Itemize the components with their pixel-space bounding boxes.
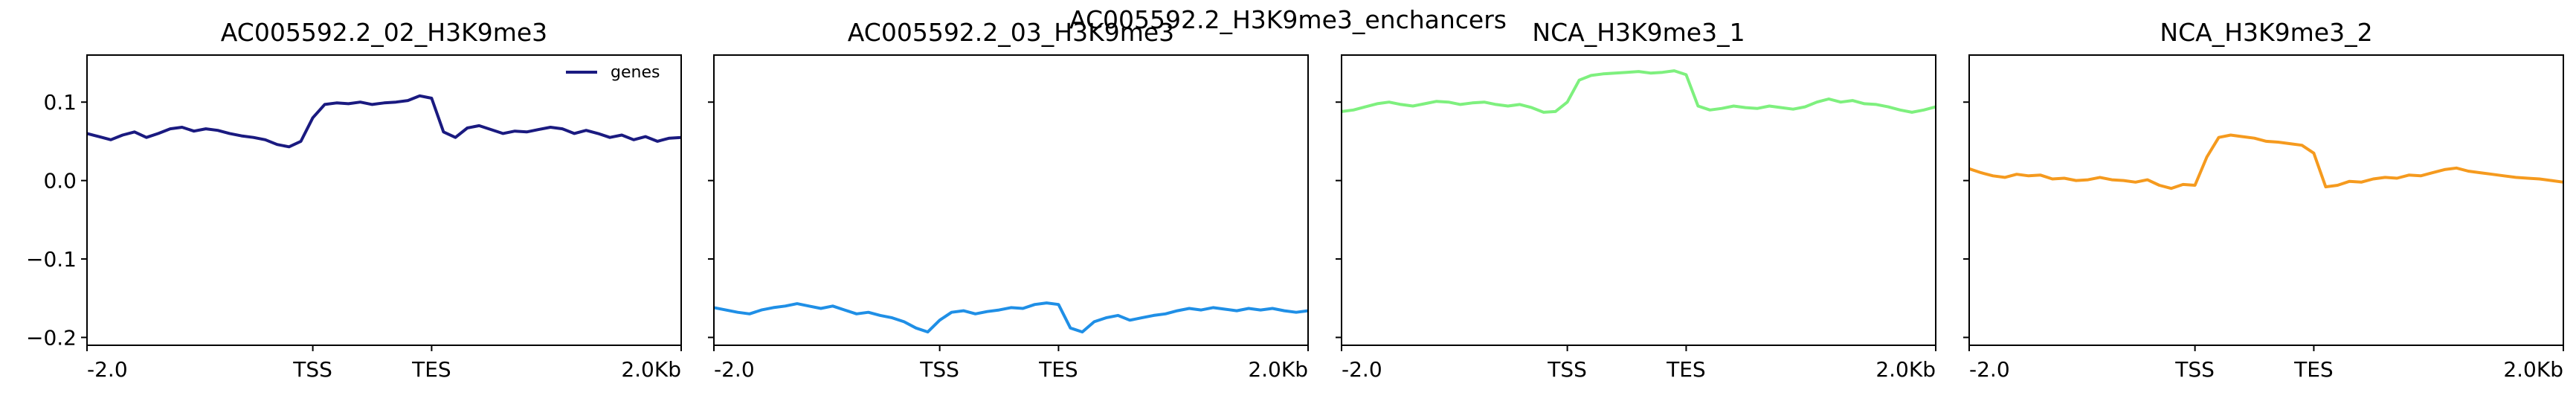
x-tick-label: TSS: [292, 357, 332, 382]
x-tick-label: 2.0Kb: [1248, 357, 1308, 382]
panel-title: NCA_H3K9me3_1: [1532, 18, 1745, 47]
axes-frame: [86, 54, 682, 346]
x-tick-label: TSS: [919, 357, 959, 382]
x-tick-label: 2.0Kb: [2503, 357, 2563, 382]
y-tick-label: 0.0: [43, 169, 77, 193]
panel-title: NCA_H3K9me3_2: [2160, 18, 2372, 47]
x-tick-label: TES: [1666, 357, 1706, 382]
axes-frame: [1341, 54, 1936, 346]
x-tick-label: TES: [2293, 357, 2334, 382]
series-line: [1968, 133, 2564, 190]
panel-title: AC005592.2_03_H3K9me3: [848, 18, 1174, 47]
x-tick-label: 2.0Kb: [621, 357, 681, 382]
panel-2: AC005592.2_03_H3K9me3 -2.0 TSS TES 2.0Kb: [708, 18, 1309, 382]
x-tick-label: -2.0: [1969, 357, 2010, 382]
figure-suptitle: AC005592.2_H3K9me3_enchancers: [1069, 5, 1507, 34]
legend-label: genes: [611, 63, 660, 82]
x-tick-label: 2.0Kb: [1875, 357, 1936, 382]
y-tick-label: −0.1: [26, 247, 77, 272]
x-tick-label: -2.0: [1342, 357, 1382, 382]
x-tick-label: -2.0: [87, 357, 128, 382]
y-tick-label: 0.1: [43, 90, 77, 115]
x-tick-label: TES: [1038, 357, 1078, 382]
panel-1: AC005592.2_02_H3K9me3 0.1 0.0 −0.1 −0.2 -2.0 T…: [26, 18, 682, 382]
panels: AC005592.2_02_H3K9me3 0.1 0.0 −0.1 −0.2 -2.0 T…: [26, 18, 2564, 382]
legend: genes: [566, 63, 660, 82]
x-tick-label: TSS: [2174, 357, 2215, 382]
panel-4: NCA_H3K9me3_2 -2.0 TSS TES 2.0Kb: [1963, 18, 2564, 382]
series-line: [86, 94, 682, 149]
x-tick-label: -2.0: [714, 357, 755, 382]
y-tick-label: −0.2: [26, 325, 77, 350]
axes-frame: [1968, 54, 2564, 346]
series-line: [713, 301, 1309, 334]
axes-frame: [713, 54, 1309, 346]
series-line: [1341, 69, 1936, 114]
panel-3: NCA_H3K9me3_1 -2.0 TSS TES 2.0Kb: [1336, 18, 1936, 382]
panel-title: AC005592.2_02_H3K9me3: [221, 18, 547, 47]
x-tick-label: TES: [411, 357, 451, 382]
x-tick-label: TSS: [1547, 357, 1587, 382]
